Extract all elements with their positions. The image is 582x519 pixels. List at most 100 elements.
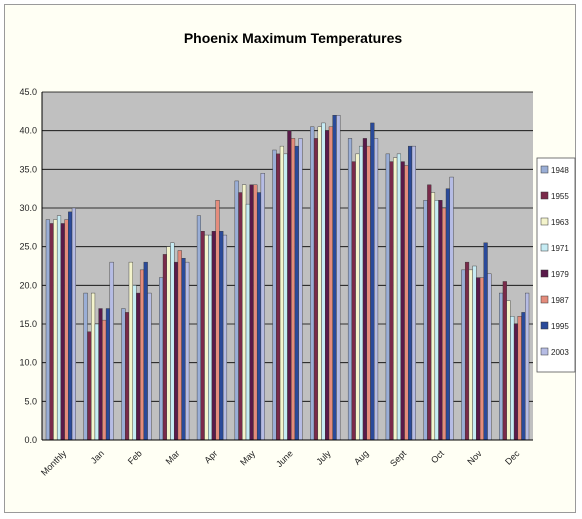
bar-1955-monthly: [49, 223, 54, 441]
bar-1963-june: [279, 145, 284, 441]
bar-1995-dec: [521, 312, 526, 441]
bar-1963-sept: [393, 157, 398, 441]
legend-swatch-1955: [540, 191, 549, 200]
bar-1971-dec: [510, 316, 515, 441]
bar-2003-nov: [487, 273, 492, 441]
bar-1955-nov: [464, 261, 470, 441]
bar-1963-oct: [430, 192, 436, 441]
x-tick-label: Aug: [352, 448, 370, 466]
bar-1948-feb: [121, 308, 126, 441]
bar-1948-dec: [499, 292, 504, 441]
legend-label-1987: 1987: [551, 296, 569, 305]
bar-1963-monthly: [53, 219, 58, 441]
bar-1995-jan: [105, 308, 111, 441]
y-tick-label: 25.0: [19, 242, 37, 252]
bar-1971-monthly: [56, 215, 62, 441]
legend-swatch-1979: [540, 269, 549, 278]
bar-1987-july: [328, 126, 333, 441]
legend-label-1971: 1971: [551, 244, 569, 253]
legend-label-1979: 1979: [551, 270, 569, 279]
y-tick-label: 35.0: [19, 164, 37, 174]
bar-1979-june: [287, 130, 292, 441]
bar-1955-dec: [502, 281, 507, 441]
y-tick-label: 45.0: [19, 87, 37, 97]
bar-1987-oct: [442, 207, 447, 441]
bar-1963-mar: [166, 246, 171, 441]
bar-1979-dec: [513, 323, 519, 441]
x-tick-label: Apr: [202, 448, 219, 465]
bar-1963-apr: [204, 234, 209, 441]
bar-1955-oct: [427, 184, 432, 441]
bar-1995-aug: [370, 122, 375, 441]
bar-1948-apr: [196, 215, 201, 441]
legend-label-2003: 2003: [551, 348, 569, 357]
bar-1971-sept: [396, 153, 402, 441]
bar-2003-monthly: [71, 207, 76, 441]
bar-1971-feb: [132, 285, 137, 441]
bar-2003-mar: [185, 261, 190, 441]
legend-label-1948: 1948: [551, 166, 569, 175]
bar-1955-apr: [200, 230, 205, 441]
legend-swatch-1995: [540, 321, 549, 330]
bar-1971-jan: [94, 323, 99, 441]
bar-1995-monthly: [68, 211, 73, 441]
bar-1979-may: [249, 184, 254, 441]
bar-1963-nov: [468, 269, 473, 441]
bar-1955-jan: [87, 331, 92, 441]
bar-1948-may: [234, 180, 239, 441]
bar-1963-aug: [355, 153, 360, 441]
bar-1979-nov: [476, 277, 481, 441]
bar-2003-june: [298, 138, 303, 441]
bar-1987-jan: [102, 319, 107, 441]
y-tick-label: 30.0: [19, 203, 37, 213]
bar-1987-may: [253, 184, 258, 441]
bar-1987-monthly: [64, 219, 69, 441]
x-tick-label: Nov: [465, 448, 484, 467]
bar-1987-sept: [404, 165, 409, 441]
x-tick-label: July: [314, 448, 333, 467]
bar-2003-july: [336, 114, 341, 441]
bar-1971-may: [245, 203, 250, 441]
legend-swatch-1987: [540, 295, 549, 304]
x-tick-label: June: [274, 448, 295, 469]
bar-1963-feb: [128, 261, 133, 441]
bar-1987-nov: [479, 277, 484, 441]
x-tick-label: Oct: [429, 448, 446, 465]
bar-1955-july: [313, 138, 319, 441]
bar-1948-aug: [347, 138, 353, 441]
bar-2003-aug: [374, 138, 379, 441]
bar-1995-june: [294, 145, 299, 441]
bar-1963-july: [317, 126, 322, 441]
bar-1948-nov: [461, 269, 466, 441]
bar-1948-sept: [385, 153, 390, 441]
legend-label-1995: 1995: [551, 322, 569, 331]
bar-1963-may: [242, 184, 247, 441]
plot-area: 0.0 5.0 10.0 15.0 20.0 25.0 30.0 35.0 40.0 45.0 Mo…: [19, 87, 533, 478]
legend: 1948 1955 1963 1971 1979 1987 1995 2003: [536, 157, 576, 373]
bar-1995-sept: [408, 145, 413, 441]
x-tick-label: Mar: [164, 448, 182, 466]
bar-1979-oct: [438, 200, 443, 441]
bar-1955-june: [276, 153, 281, 441]
bar-1979-jan: [98, 308, 103, 441]
y-tick-label: 20.0: [19, 280, 37, 290]
bar-1995-nov: [483, 242, 488, 441]
x-tick-label: Sept: [388, 448, 409, 469]
y-tick-label: 0.0: [24, 435, 37, 445]
bar-1948-oct: [423, 200, 428, 441]
y-tick-label: 10.0: [19, 358, 37, 368]
bar-1979-feb: [136, 292, 141, 441]
bar-1971-oct: [434, 200, 439, 441]
bar-1971-apr: [208, 234, 213, 441]
bar-1963-dec: [506, 300, 511, 441]
bar-1995-apr: [219, 230, 224, 441]
bar-1987-dec: [517, 316, 522, 441]
legend-swatch-1971: [540, 243, 549, 252]
legend-box: [536, 157, 576, 373]
bar-1948-mar: [159, 277, 164, 441]
bar-1955-may: [238, 192, 243, 441]
bar-1987-aug: [366, 145, 371, 441]
bar-1963-jan: [91, 292, 96, 441]
bar-1979-mar: [173, 261, 179, 441]
